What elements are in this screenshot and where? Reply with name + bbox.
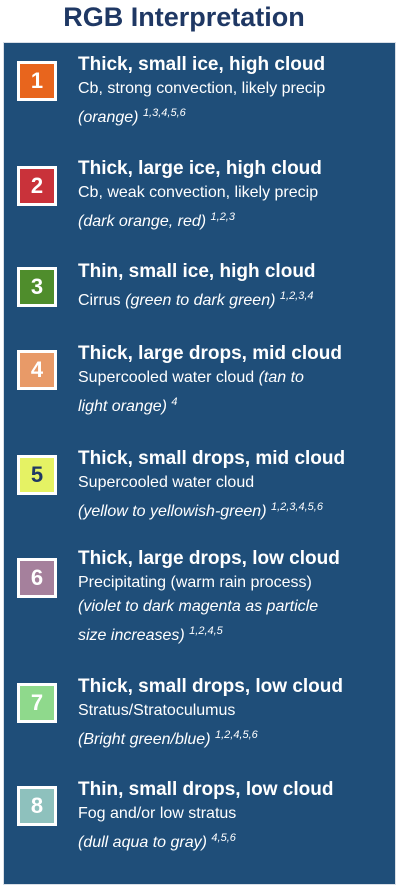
legend-heading: Thick, large drops, low cloud (78, 548, 340, 569)
legend-colors: (orange) (78, 109, 139, 126)
legend-references: 4 (171, 396, 178, 408)
legend-references: 1,2,3 (210, 211, 235, 223)
legend-heading: Thick, small drops, low cloud (78, 676, 343, 697)
legend-text: Thick, large drops, mid cloud Supercoole… (78, 342, 390, 419)
legend-number-badge: 8 (17, 786, 57, 826)
legend-text: Thick, large ice, high cloud Cb, weak co… (78, 157, 390, 234)
legend-description: Cb, weak convection, likely precip (78, 184, 319, 201)
legend-colors: (Bright green/blue) (78, 731, 211, 748)
legend-colors: (violet to dark magenta as particle (78, 598, 319, 615)
legend-heading: Thick, large ice, high cloud (78, 158, 322, 179)
legend-number-badge: 2 (17, 166, 57, 206)
legend-text: Thick, large drops, low cloud Precipitat… (78, 547, 390, 648)
legend-description: Cb, strong convection, likely precip (78, 80, 326, 97)
legend-number-badge: 5 (17, 455, 57, 495)
legend-heading: Thick, small drops, mid cloud (78, 448, 346, 469)
legend-description: Supercooled water cloud (78, 369, 255, 386)
legend-colors: size increases) (78, 627, 185, 644)
legend-number-badge: 1 (17, 61, 57, 101)
legend-text: Thick, small ice, high cloud Cb, strong … (78, 53, 390, 130)
legend-text: Thick, small drops, low cloud Stratus/St… (78, 675, 390, 752)
legend-heading: Thin, small ice, high cloud (78, 261, 316, 282)
legend-colors: (tan to (258, 369, 304, 386)
legend-heading: Thick, large drops, mid cloud (78, 343, 342, 364)
legend-colors: (dull aqua to gray) (78, 834, 207, 851)
legend-text: Thick, small drops, mid cloud Supercoole… (78, 447, 390, 524)
legend-text: Thin, small ice, high cloud Cirrus (gree… (78, 260, 390, 313)
legend-description: Cirrus (78, 292, 121, 309)
legend-description: Precipitating (warm rain process) (78, 574, 312, 591)
legend-references: 4,5,6 (211, 832, 236, 844)
legend-number-badge: 7 (17, 683, 57, 723)
legend-references: 1,2,4,5,6 (214, 729, 258, 741)
legend-heading: Thin, small drops, low cloud (78, 779, 334, 800)
legend-text: Thin, small drops, low cloud Fog and/or … (78, 778, 390, 855)
legend-number-badge: 4 (17, 350, 57, 390)
legend-references: 1,3,4,5,6 (142, 107, 186, 119)
legend-colors: (green to dark green) (125, 292, 276, 309)
legend-description: Fog and/or low stratus (78, 805, 237, 822)
legend-colors: light orange) (78, 398, 167, 415)
legend-colors: (dark orange, red) (78, 213, 207, 230)
legend-number-badge: 6 (17, 558, 57, 598)
legend-heading: Thick, small ice, high cloud (78, 54, 326, 75)
page-title: RGB Interpretation (63, 2, 305, 32)
legend-description: Stratus/Stratoculumus (78, 702, 236, 719)
legend-panel: 1 Thick, small ice, high cloud Cb, stron… (3, 42, 396, 885)
legend-references: 1,2,4,5 (189, 625, 223, 637)
legend-references: 1,2,3,4 (279, 290, 314, 302)
legend-description: Supercooled water cloud (78, 474, 255, 491)
legend-colors: (yellow to yellowish-green) (78, 503, 267, 520)
legend-references: 1,2,3,4,5,6 (270, 501, 323, 513)
legend-number-badge: 3 (17, 267, 57, 307)
